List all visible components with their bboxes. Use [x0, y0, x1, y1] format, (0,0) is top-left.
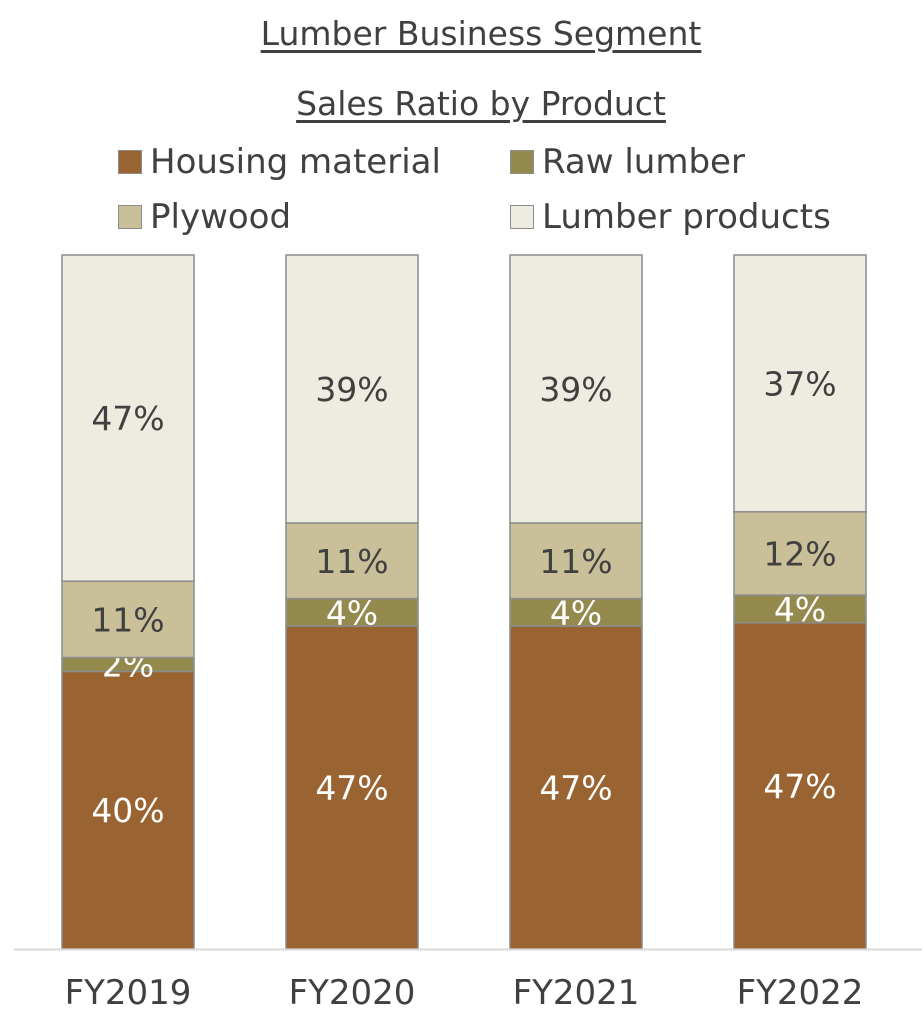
- bar-segment-plywood-fy2019: [61, 580, 195, 659]
- data-label-plywood-fy2021: 11%: [539, 542, 612, 581]
- x-tick-label-fy2021: FY2021: [513, 973, 640, 1013]
- x-tick-label-fy2020: FY2020: [289, 973, 416, 1013]
- legend-label-housing-material: Housing material: [150, 142, 441, 182]
- data-label-lumber-products-fy2022: 37%: [763, 364, 836, 403]
- bar-segment-lumber-products-fy2019: [61, 254, 195, 582]
- legend-item-housing-material: Housing material: [118, 142, 441, 182]
- chart-title: Lumber Business Segment: [260, 14, 702, 53]
- bar-segment-housing-material-fy2022: [733, 622, 867, 950]
- data-label-plywood-fy2019: 11%: [91, 600, 164, 639]
- bar-segment-plywood-fy2021: [509, 522, 643, 600]
- bar-segment-plywood-fy2022: [733, 511, 867, 596]
- bar-segment-housing-material-fy2021: [509, 625, 643, 950]
- legend-item-plywood: Plywood: [118, 197, 291, 237]
- data-label-housing-material-fy2020: 47%: [315, 769, 388, 808]
- legend-label-raw-lumber: Raw lumber: [542, 142, 745, 182]
- data-label-lumber-products-fy2021: 39%: [539, 370, 612, 409]
- legend-swatch-raw-lumber: [510, 150, 534, 174]
- legend-item-lumber-products: Lumber products: [510, 197, 831, 237]
- legend-swatch-plywood: [118, 205, 142, 229]
- legend-item-raw-lumber: Raw lumber: [510, 142, 745, 182]
- bar-segment-raw-lumber-fy2021: [509, 597, 643, 627]
- data-label-raw-lumber-fy2021: 4%: [550, 593, 602, 632]
- data-label-housing-material-fy2022: 47%: [763, 767, 836, 806]
- data-label-housing-material-fy2021: 47%: [539, 769, 612, 808]
- bar-segment-housing-material-fy2019: [61, 670, 195, 950]
- data-label-housing-material-fy2019: 40%: [91, 791, 164, 830]
- bar-segment-lumber-products-fy2021: [509, 254, 643, 524]
- x-tick-label-fy2019: FY2019: [65, 973, 192, 1013]
- bar-segment-housing-material-fy2020: [285, 625, 419, 950]
- legend-label-lumber-products: Lumber products: [542, 197, 831, 237]
- bar-segment-raw-lumber-fy2020: [285, 597, 419, 627]
- data-label-plywood-fy2020: 11%: [315, 542, 388, 581]
- chart-subtitle: Sales Ratio by Product: [296, 84, 666, 123]
- data-label-raw-lumber-fy2020: 4%: [326, 593, 378, 632]
- data-label-lumber-products-fy2019: 47%: [91, 399, 164, 438]
- x-tick-label-fy2022: FY2022: [737, 973, 864, 1013]
- data-label-lumber-products-fy2020: 39%: [315, 370, 388, 409]
- bar-segment-lumber-products-fy2020: [285, 254, 419, 524]
- legend-swatch-lumber-products: [510, 205, 534, 229]
- bar-segment-lumber-products-fy2022: [733, 254, 867, 513]
- legend-swatch-housing-material: [118, 150, 142, 174]
- data-label-plywood-fy2022: 12%: [763, 534, 836, 573]
- data-label-raw-lumber-fy2022: 4%: [774, 590, 826, 629]
- legend-label-plywood: Plywood: [150, 197, 292, 237]
- bar-segment-plywood-fy2020: [285, 522, 419, 600]
